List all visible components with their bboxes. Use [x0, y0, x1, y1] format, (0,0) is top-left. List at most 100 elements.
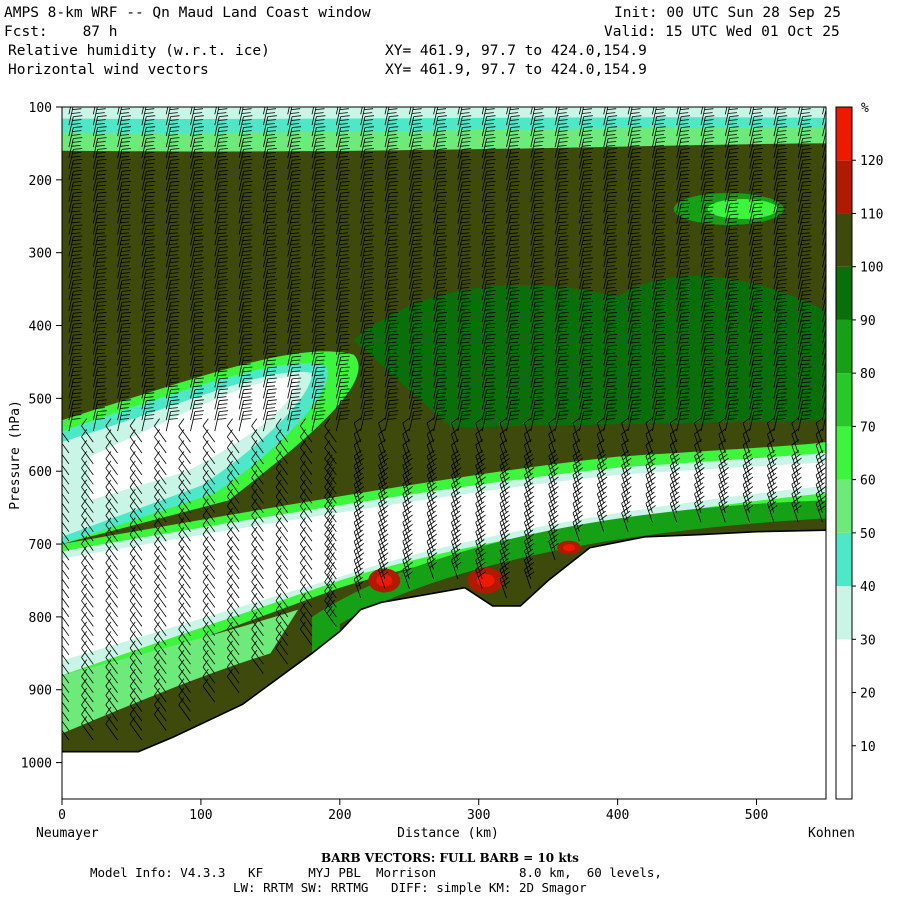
wind-barb [226, 451, 240, 476]
wind-barb [724, 213, 739, 235]
wind-barb [62, 659, 70, 684]
wind-barb [457, 399, 472, 421]
wind-barb [81, 429, 94, 454]
wind-barb [62, 631, 70, 656]
wind-barb [287, 322, 302, 344]
wind-barb [141, 235, 156, 257]
wind-barb [129, 429, 143, 454]
wind-barb [402, 469, 413, 494]
colorbar-swatch [836, 692, 852, 746]
wind-barb [384, 333, 399, 355]
wind-barb [506, 148, 520, 169]
wind-barb [718, 459, 729, 485]
wind-barb [603, 355, 618, 377]
wind-barb [700, 344, 715, 366]
colorbar-swatch [836, 107, 852, 161]
wind-barb [214, 366, 229, 388]
wind-barb [749, 202, 763, 224]
wind-barb [190, 148, 204, 169]
wind-barb [524, 544, 535, 570]
wind-barb [68, 202, 83, 224]
wind-barb [287, 366, 302, 388]
wind-barb [499, 544, 511, 570]
wind-barb [141, 344, 156, 366]
wind-barb [433, 159, 447, 180]
wind-barb [773, 355, 788, 377]
wind-barb [287, 126, 302, 148]
wind-barb [596, 450, 608, 476]
wind-barb [384, 213, 399, 235]
wind-barb [353, 417, 362, 443]
wind-barb [238, 202, 253, 224]
wind-barb [457, 388, 472, 410]
wind-barb [457, 224, 472, 246]
wind-barb [402, 535, 413, 561]
wind-barb [676, 399, 691, 421]
wind-barb [251, 555, 264, 580]
wind-barb [165, 235, 180, 257]
wind-barb [603, 312, 618, 333]
wind-barb [238, 344, 253, 366]
wind-barb [117, 312, 131, 333]
wind-barb [676, 170, 691, 191]
wind-barb [154, 479, 167, 504]
wind-barb [165, 388, 180, 410]
wind-barb [603, 377, 618, 399]
wind-barb [378, 525, 389, 551]
colorbar-swatch [836, 532, 852, 587]
wind-barb [311, 202, 326, 224]
wind-barb [724, 279, 739, 301]
wind-barb [433, 235, 447, 257]
wind-barb [335, 366, 350, 388]
wind-barb [579, 268, 593, 290]
wind-barb [190, 235, 204, 257]
wind-barb [263, 410, 277, 432]
wind-barb [238, 126, 253, 148]
wind-barb [506, 355, 520, 377]
wind-barb [117, 137, 131, 159]
wind-barb [202, 507, 216, 532]
wind-barb [141, 268, 156, 290]
wind-barb [62, 602, 70, 627]
wind-barb [299, 526, 313, 551]
wind-barb [190, 213, 204, 235]
wind-barb [742, 439, 751, 465]
wind-barb [275, 507, 289, 532]
wind-barb [481, 246, 496, 268]
wind-barb [154, 507, 167, 532]
wind-barb [822, 249, 826, 268]
wind-barb [202, 555, 216, 580]
wind-barb [92, 366, 107, 388]
wind-barb [554, 137, 569, 159]
wind-barb [426, 506, 438, 532]
wind-barb [676, 191, 691, 213]
wind-barb [481, 366, 496, 388]
wind-barb [353, 563, 365, 589]
wind-barb [154, 488, 167, 513]
wind-barb [475, 469, 486, 494]
wind-barb [530, 213, 545, 235]
wind-barb [238, 388, 253, 410]
wind-barb [433, 322, 447, 344]
wind-barb [81, 593, 94, 618]
wind-barb [226, 470, 240, 495]
wind-barb [451, 450, 462, 476]
wind-barb [311, 257, 326, 279]
wind-barb [652, 322, 666, 344]
wind-barb [791, 488, 802, 513]
wind-barb [311, 290, 326, 312]
wind-barb [129, 564, 143, 589]
wind-barb [263, 366, 277, 388]
wind-barb [791, 439, 800, 465]
wind-barb [676, 235, 691, 257]
wind-barb [506, 333, 520, 355]
wind-barb [62, 517, 70, 542]
wind-barb [154, 470, 167, 495]
wind-barb [530, 290, 545, 312]
wind-barb [238, 246, 253, 268]
wind-barb [378, 469, 389, 494]
wind-barb [275, 479, 289, 504]
wind-barb [263, 137, 277, 159]
wind-barb [190, 202, 204, 224]
wind-barb [360, 257, 375, 279]
